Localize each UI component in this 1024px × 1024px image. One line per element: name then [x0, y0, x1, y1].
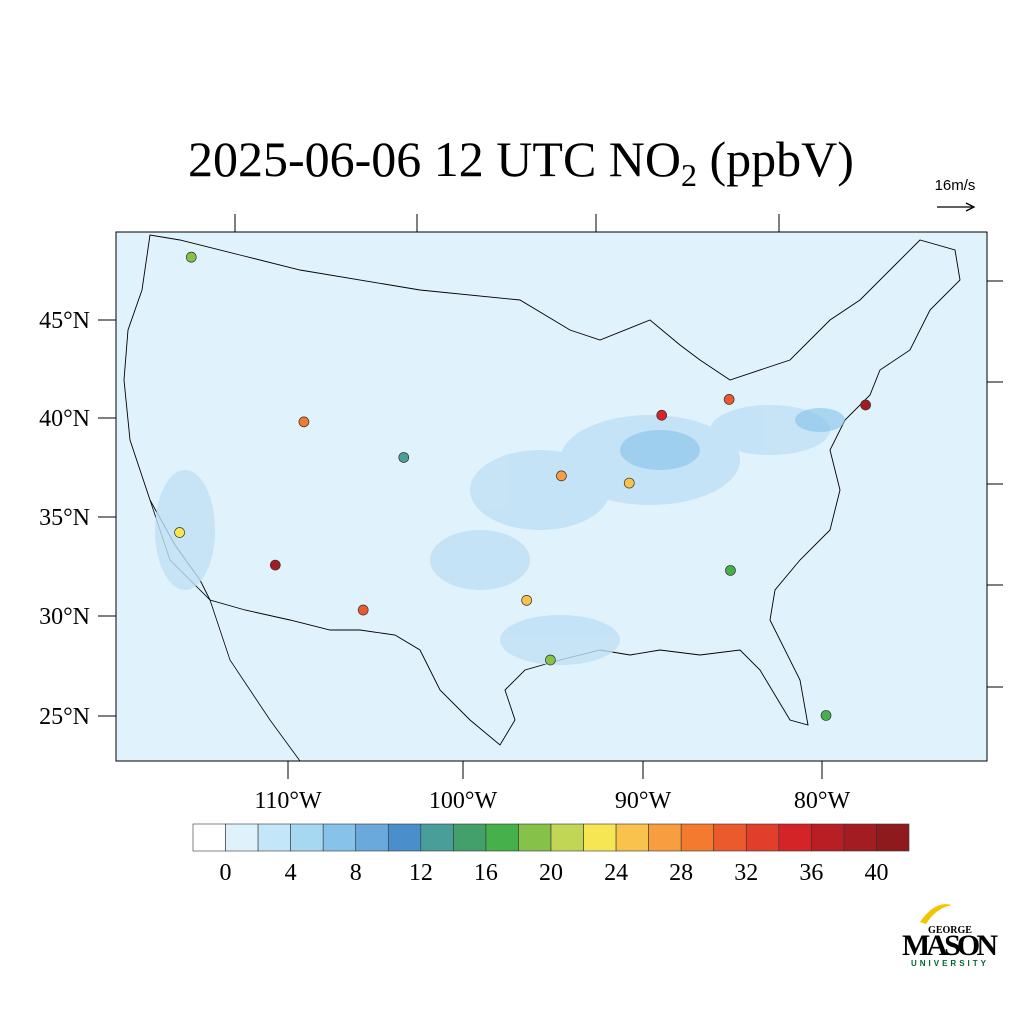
colorbar-tick-label: 4 — [285, 860, 297, 886]
colorbar-swatch — [485, 823, 519, 852]
colorbar-swatch — [355, 823, 389, 852]
lat-label: 25°N — [39, 704, 90, 730]
station — [269, 559, 281, 571]
map-layer — [123, 234, 961, 761]
lat-label: 40°N — [39, 406, 90, 432]
colorbar-tick-label: 24 — [604, 860, 628, 886]
station — [820, 710, 832, 721]
colorbar-swatch — [876, 823, 910, 852]
colorbar-swatch — [387, 823, 422, 852]
colorbar-swatch — [811, 823, 845, 852]
station — [723, 394, 735, 405]
station — [623, 477, 635, 489]
station — [521, 594, 533, 606]
colorbar-tick-label: 36 — [799, 860, 823, 886]
lon-label: 80°W — [794, 788, 851, 814]
colorbar-tick-label: 20 — [539, 860, 563, 886]
us-outline — [123, 234, 961, 746]
colorbar-swatch — [322, 823, 357, 852]
title: 2025-06-06 12 UTC NO2 (ppbV) — [188, 131, 854, 193]
colorbar-tick-label: 32 — [734, 860, 758, 886]
logo-main: MASON — [902, 929, 998, 962]
lon-label: 90°W — [615, 788, 672, 814]
lat-label: 30°N — [39, 604, 90, 630]
station — [174, 527, 185, 538]
colorbar-swatch — [453, 823, 487, 852]
map-frame — [115, 231, 988, 762]
title-main: 2025-06-06 12 UTC NO — [188, 131, 681, 187]
logo-top: GEORGE — [928, 925, 972, 936]
colorbar-swatch — [583, 823, 617, 852]
colorbar-tick-label: 12 — [409, 860, 433, 886]
colorbar-swatch — [420, 823, 454, 852]
colorbar-tick-label: 0 — [220, 860, 232, 886]
colorbar-swatch — [550, 823, 584, 852]
colorbar-swatch — [843, 823, 877, 852]
gmu-logo: GEORGE MASON UNIVERSITY — [902, 904, 998, 968]
colorbar-swatch — [192, 823, 226, 852]
colorbar: 0 4 8 12 16 20 24 28 32 36 40 — [192, 823, 910, 886]
station — [398, 452, 410, 463]
colorbar-swatch — [778, 823, 812, 852]
colorbar-tick-label: 40 — [864, 860, 888, 886]
colorbar-swatch — [648, 823, 682, 852]
colorbar-swatch — [225, 823, 259, 852]
colorbar-swatch — [713, 823, 747, 852]
graticule-ticks — [98, 214, 1003, 779]
colorbar-swatch — [257, 823, 291, 852]
wind-reference-label: 16m/s — [935, 177, 976, 194]
wind-reference-arrow — [937, 202, 976, 212]
station — [556, 470, 567, 482]
lon-label: 110°W — [254, 788, 322, 814]
lon-label: 100°W — [429, 788, 498, 814]
colorbar-swatch — [290, 823, 324, 852]
lat-label: 45°N — [39, 308, 90, 334]
logo-bottom: UNIVERSITY — [911, 959, 989, 968]
station — [357, 604, 369, 616]
station — [298, 416, 310, 428]
colorbar-tick-label: 16 — [474, 860, 498, 886]
colorbar-swatch — [615, 823, 649, 852]
colorbar-swatch — [745, 823, 780, 852]
station — [725, 565, 736, 576]
colorbar-tick-label: 8 — [350, 860, 362, 886]
station — [860, 399, 871, 411]
colorbar-swatch — [680, 823, 715, 852]
station — [656, 409, 668, 421]
station — [545, 654, 556, 666]
title-suffix: (ppbV) — [697, 131, 854, 187]
colorbar-swatch — [518, 823, 552, 852]
title-subscript: 2 — [681, 157, 697, 193]
station — [185, 251, 197, 263]
lat-label: 35°N — [39, 505, 90, 531]
colorbar-tick-label: 28 — [669, 860, 693, 886]
